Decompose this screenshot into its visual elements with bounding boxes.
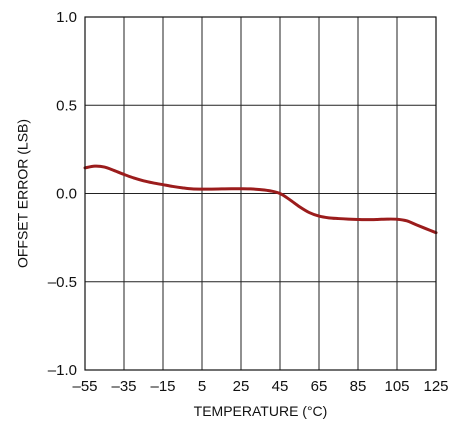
y-tick-label: –1.0 (48, 362, 77, 379)
y-tick-label: 0.0 (56, 186, 77, 203)
x-tick-label: –55 (72, 378, 97, 395)
y-tick-label: –0.5 (48, 274, 77, 291)
x-tick-label: 25 (233, 378, 250, 395)
x-tick-label: 125 (423, 378, 448, 395)
x-tick-label: 45 (272, 378, 289, 395)
series-line-0 (83, 164, 438, 235)
x-tick-label: 105 (384, 378, 409, 395)
y-tick-label: 1.0 (56, 9, 77, 26)
series-group (83, 164, 438, 235)
x-axis-label: TEMPERATURE (°C) (194, 403, 328, 419)
x-tick-label: 85 (350, 378, 367, 395)
x-tick-label: 65 (311, 378, 328, 395)
y-tick-label: 0.5 (56, 97, 77, 114)
y-axis-label: OFFSET ERROR (LSB) (15, 119, 31, 268)
x-tick-labels: –55 –35 –15 5 25 45 65 85 105 125 (72, 378, 448, 395)
x-tick-label: –35 (111, 378, 136, 395)
plot-frame (84, 16, 437, 371)
grid-lines (84, 16, 437, 371)
x-tick-label: –15 (150, 378, 175, 395)
y-tick-labels: 1.0 0.5 0.0 –0.5 –1.0 (48, 9, 77, 379)
x-tick-label: 5 (198, 378, 206, 395)
